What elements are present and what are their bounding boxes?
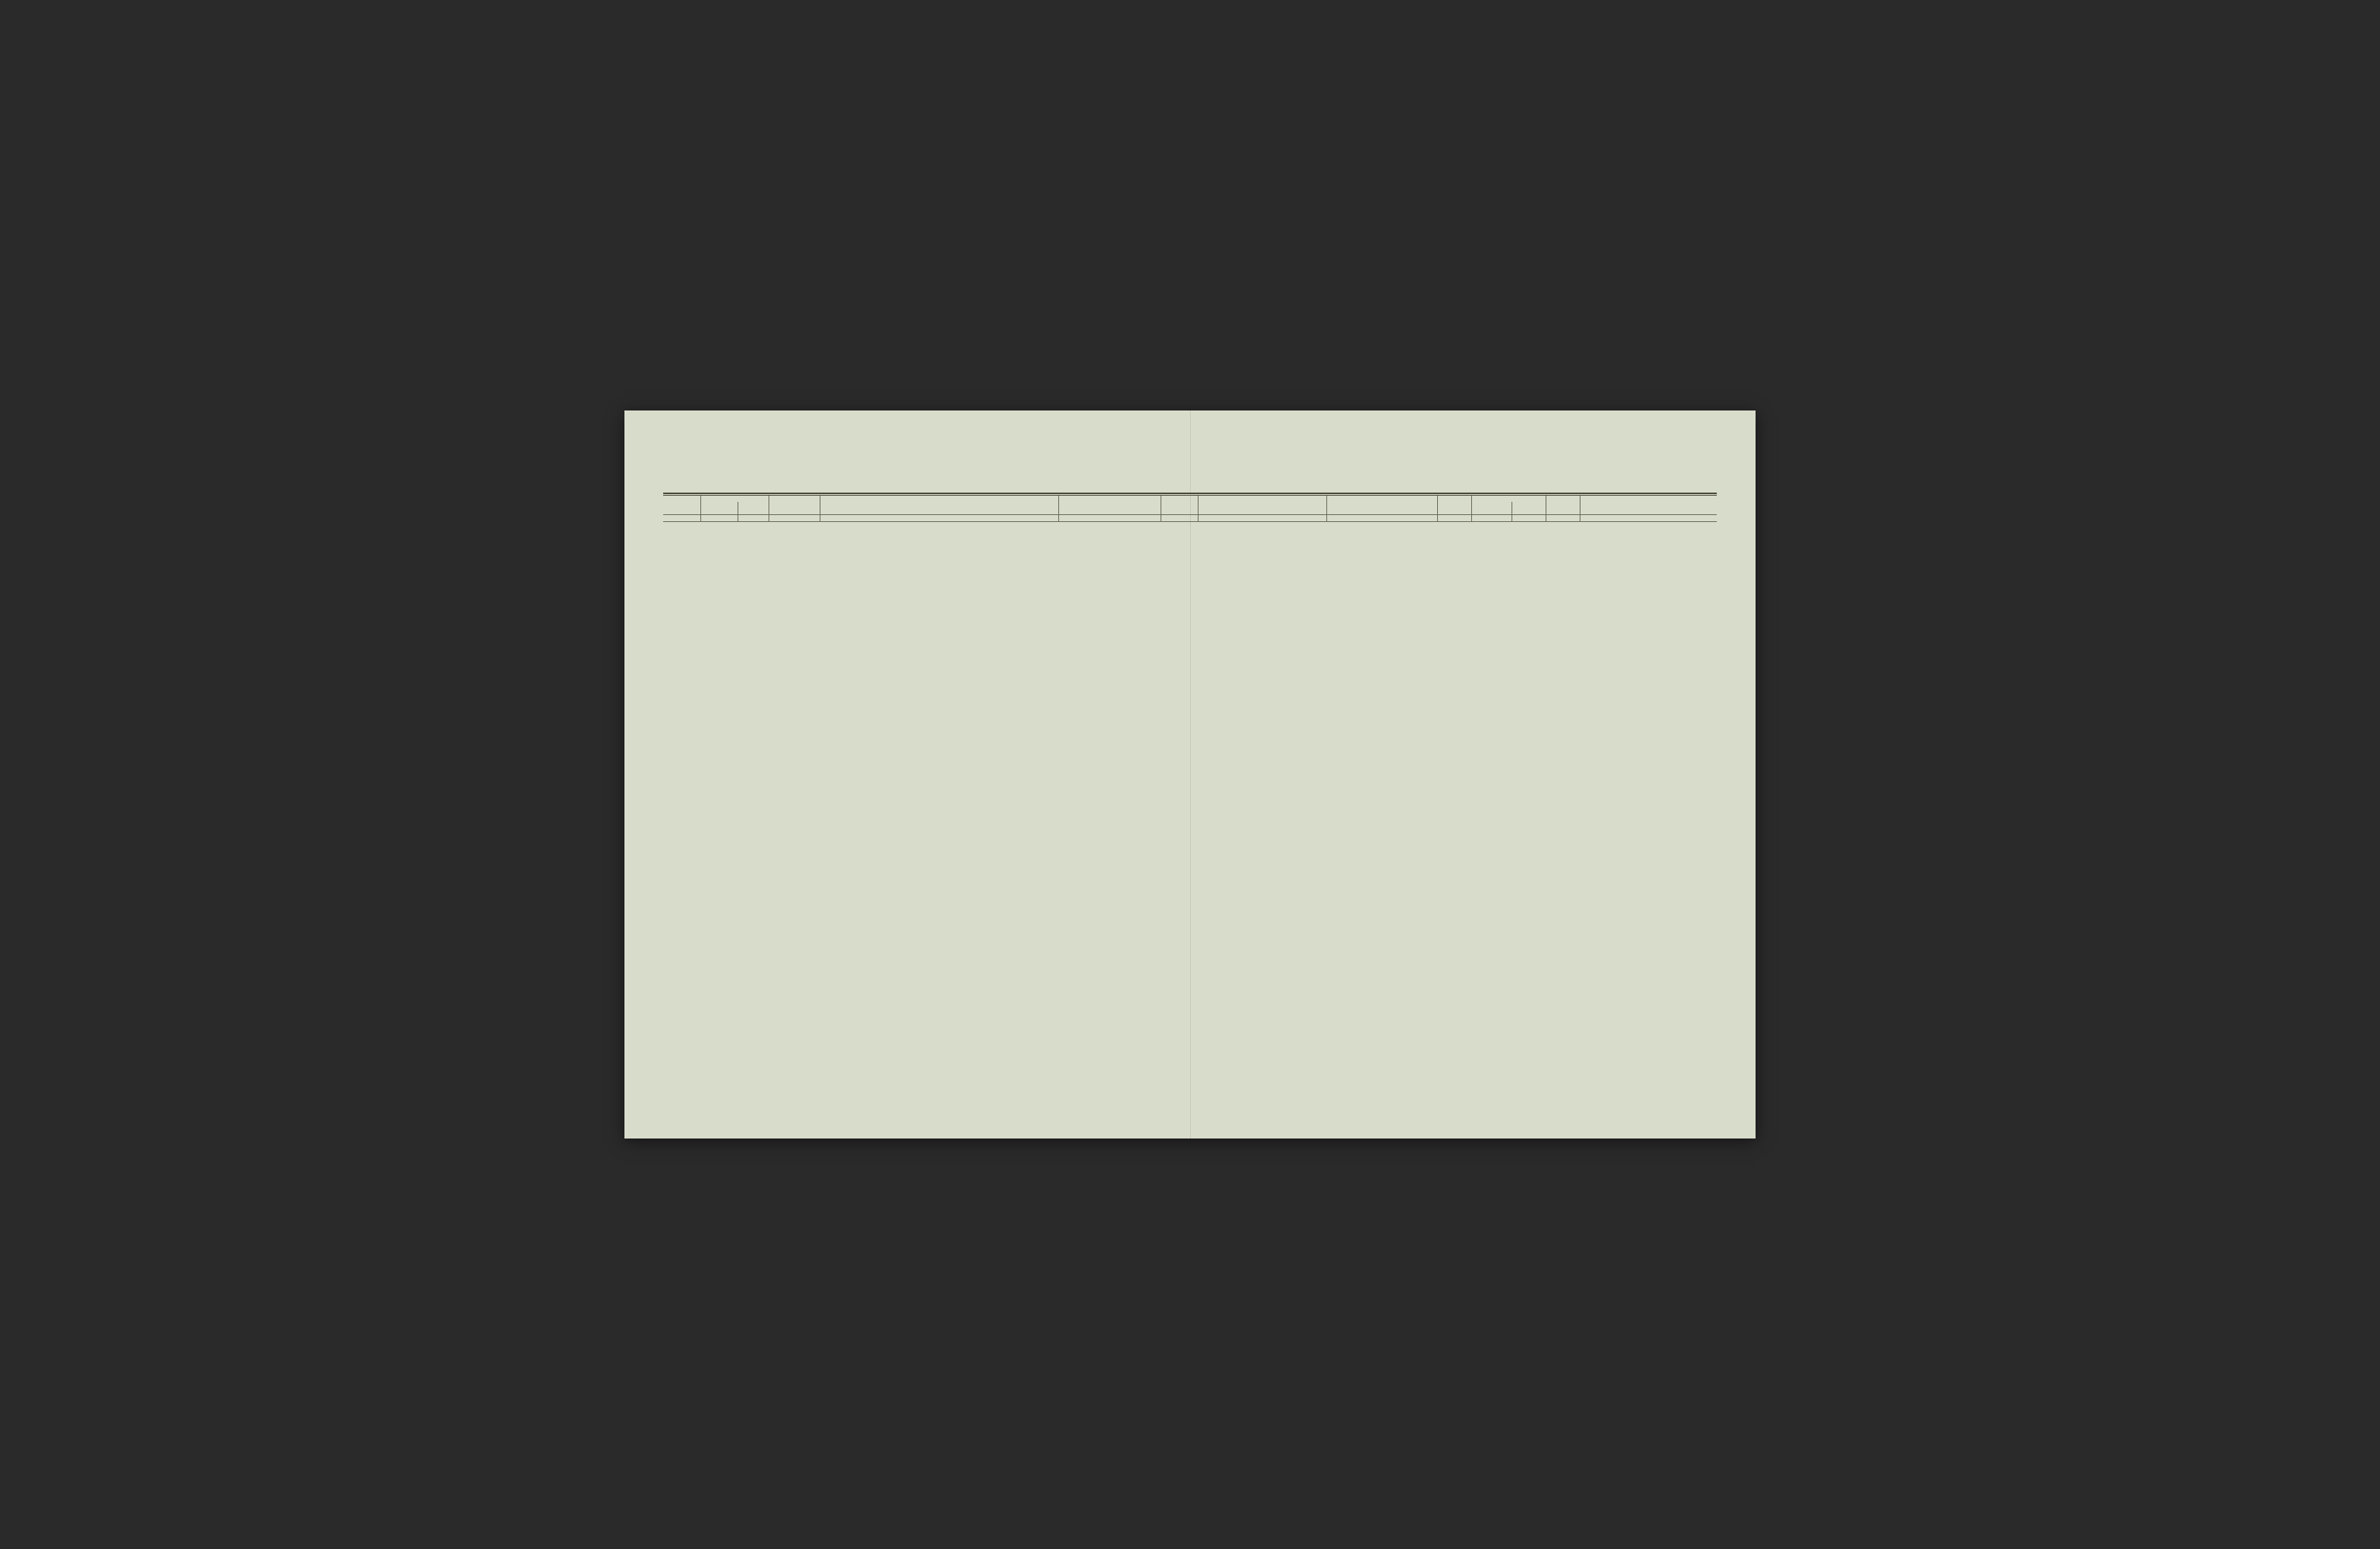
header <box>663 434 1717 488</box>
col-8-header <box>1199 496 1326 515</box>
colnum <box>1326 515 1437 522</box>
title-line <box>764 448 772 464</box>
colnum <box>663 515 700 522</box>
colnum <box>1161 515 1199 522</box>
col-2a-header <box>700 502 738 515</box>
colnum <box>1546 515 1580 522</box>
colnum <box>1512 515 1546 522</box>
colnum <box>1580 515 1717 522</box>
col-2-header <box>700 496 769 502</box>
col-11-12-top <box>1471 496 1546 502</box>
col-14-header <box>1580 496 1717 515</box>
center-fold <box>1190 410 1191 1139</box>
col-10-header <box>1437 496 1471 515</box>
col-11a-header <box>1471 502 1512 508</box>
col-4-header <box>769 496 820 515</box>
colnum <box>1437 515 1471 522</box>
col-13-header <box>1546 496 1580 515</box>
col-5-header <box>820 496 1058 515</box>
colnum <box>769 515 820 522</box>
colnum <box>1059 515 1161 522</box>
col-6-header <box>1059 496 1161 515</box>
col-9-header <box>1326 496 1437 515</box>
col-11b-header <box>1471 508 1512 515</box>
col-2b-header <box>738 502 769 515</box>
register-page <box>624 410 1756 1139</box>
colnum <box>738 515 769 522</box>
colnum <box>1199 515 1326 522</box>
colnum <box>1471 515 1512 522</box>
col-12b-header <box>1512 508 1546 515</box>
col-1-header <box>663 496 700 515</box>
colnum <box>820 515 1058 522</box>
col-12a-header <box>1512 502 1546 508</box>
colnum <box>700 515 738 522</box>
col-7-header <box>1161 496 1199 515</box>
